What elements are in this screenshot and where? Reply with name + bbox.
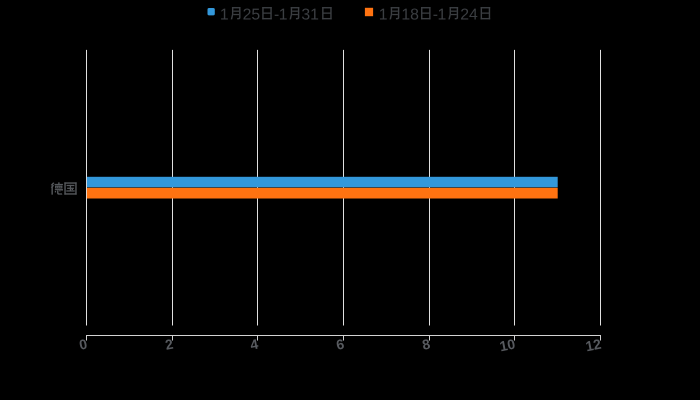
- svg-text:31: 31: [301, 6, 319, 23]
- svg-text:18: 18: [401, 6, 419, 23]
- svg-text:12: 12: [584, 336, 603, 355]
- svg-text:24: 24: [460, 6, 478, 23]
- svg-text:1: 1: [379, 6, 388, 23]
- svg-text:2: 2: [164, 336, 175, 353]
- svg-text:1: 1: [279, 6, 288, 23]
- svg-text:1: 1: [220, 6, 229, 23]
- svg-text:-: -: [433, 6, 438, 23]
- svg-text:8: 8: [421, 336, 432, 353]
- svg-text:4: 4: [249, 336, 260, 353]
- svg-text:6: 6: [335, 336, 346, 353]
- svg-text:1: 1: [438, 6, 447, 23]
- svg-text:25: 25: [243, 6, 261, 23]
- svg-text:-: -: [274, 6, 279, 23]
- svg-text:0: 0: [78, 336, 89, 353]
- svg-text:10: 10: [498, 336, 517, 355]
